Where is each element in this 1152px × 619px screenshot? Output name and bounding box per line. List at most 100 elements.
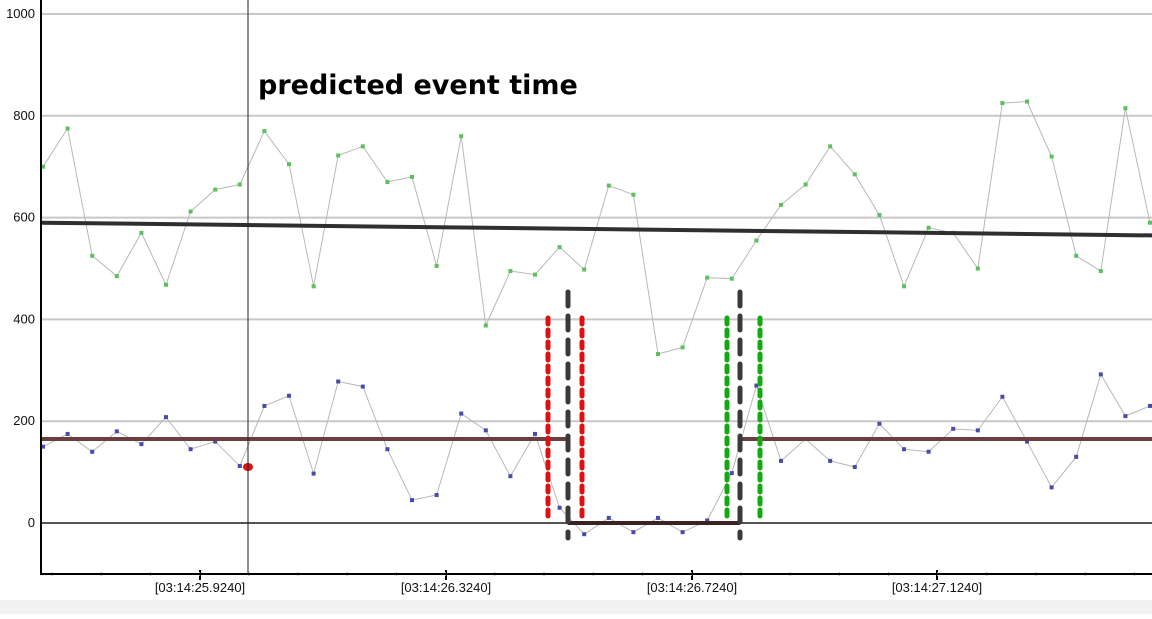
series-point [385,179,390,184]
series-point [1123,414,1128,419]
series-point [65,431,70,436]
series-point [705,275,710,280]
series-point [557,245,562,250]
series-point [114,429,119,434]
series-point [533,272,537,277]
series-point [139,230,144,235]
series-point [41,444,45,449]
series-point [262,129,267,134]
series-layer [41,99,1152,537]
series-point [360,384,365,389]
footer-strip [0,600,1152,614]
event-markers [243,289,763,541]
series-point [459,411,464,416]
series-point [508,474,513,479]
annotation-predicted-event-time: predicted event time [258,70,578,101]
grid-layer [41,13,1152,524]
x-ticks: [03:14:25.9240] [03:14:26.3240] [03:14:26.… [51,570,1135,595]
y-tick-label: 200 [13,413,35,428]
trend-line [40,220,1152,238]
series-point [877,213,882,218]
series-point [533,431,537,436]
series-point [1049,485,1054,490]
series-point [1074,253,1079,258]
series-point [926,449,931,454]
series-point [1123,106,1128,111]
series-point [705,518,710,523]
series-point [262,403,267,408]
series-point [483,323,488,328]
x-tick-label: [03:14:27.1240] [892,580,982,595]
series-point [1074,454,1079,459]
series-point [1098,372,1103,377]
series-point [188,209,193,214]
x-tick-label: [03:14:25.9240] [155,580,245,595]
series-point [975,266,980,271]
series-point [336,379,341,384]
series-point [90,253,95,258]
series-point [1000,394,1005,399]
series-point [483,428,488,433]
series-point [852,172,857,177]
series-point [926,225,931,230]
y-tick-label: 400 [13,311,35,326]
series-point [729,471,734,476]
series-point [65,126,70,131]
series-point [779,202,783,207]
series-point [1025,99,1029,104]
series-point [951,426,956,431]
series-point [1148,220,1152,225]
series-point [508,269,513,274]
series-point [631,192,636,197]
series-point [582,267,587,272]
series-point [385,447,390,452]
series-point [287,393,291,398]
series-point [311,284,316,289]
series-point [213,439,218,444]
series-point [779,458,783,463]
series-point [336,153,341,158]
series-point [606,515,611,520]
series-point [139,442,144,447]
series-point [852,465,857,470]
series-point [803,182,808,187]
series-point [360,144,365,149]
series-point [877,421,882,426]
series-point [164,415,168,420]
series-point [410,174,414,179]
series-point [828,458,833,463]
y-tick-label: 0 [28,515,35,530]
series-point [1000,101,1005,106]
series-point [114,274,119,279]
series-point [459,134,464,139]
series-point [975,428,980,433]
reference-lines [40,220,1152,525]
series-point [311,471,316,476]
y-tick-label: 800 [13,108,35,123]
series-point [237,463,242,468]
series-point [680,530,685,535]
series-point [902,447,906,452]
series-point [754,383,759,388]
series-point [434,493,439,498]
series-point [631,530,636,535]
series-point [164,282,168,287]
series-point [680,345,685,350]
x-tick-label: [03:14:26.7240] [647,580,737,595]
series-line [42,373,1151,535]
series-point [237,182,242,187]
series-point [557,505,562,510]
y-tick-label: 1000 [6,6,35,21]
series-point [1025,439,1029,444]
series-point [606,183,611,188]
series-point [1049,154,1054,159]
series-point [828,144,833,149]
series-point [41,164,45,169]
y-ticks: 0 200 400 600 800 1000 [6,6,35,530]
series-point [188,447,193,452]
series-point [1148,403,1152,408]
y-tick-label: 600 [13,210,35,225]
series-point [1098,269,1103,274]
series-point [410,498,414,503]
